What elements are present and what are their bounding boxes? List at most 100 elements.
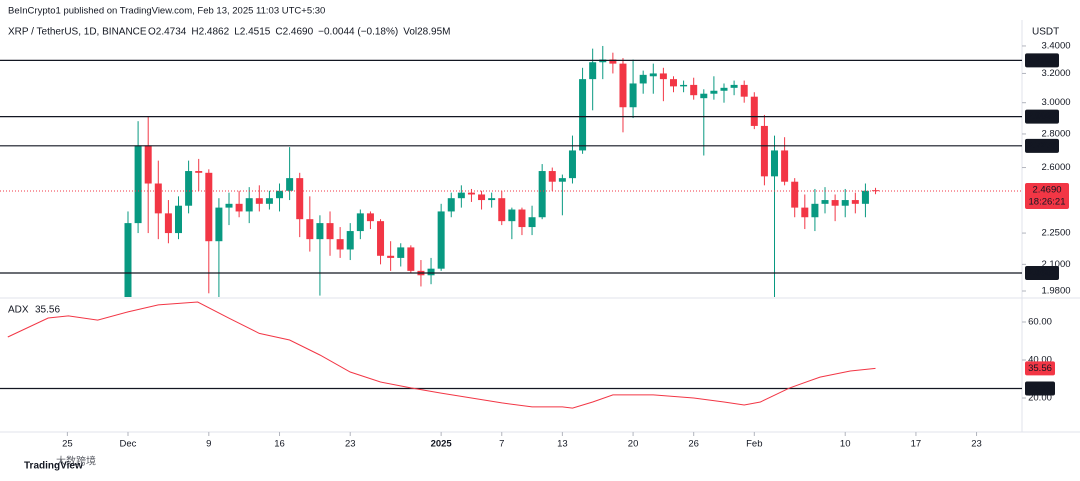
level-label-bg	[1025, 109, 1059, 124]
x-tick-label: 7	[499, 439, 504, 450]
candle-body	[609, 59, 617, 64]
x-tick-label: Dec	[120, 439, 137, 450]
level-label: 3.2933	[1027, 55, 1056, 66]
overlay-watermark: 大数跨境	[56, 455, 96, 468]
candle-body	[639, 74, 647, 84]
candle-body	[467, 192, 475, 195]
candle-body	[185, 171, 193, 206]
candle-body	[437, 211, 445, 269]
candle-body	[750, 96, 758, 126]
candles	[124, 45, 880, 297]
x-tick-label: 13	[557, 439, 568, 450]
adx-line	[7, 301, 876, 409]
y-tick-label: 2.8000	[1041, 128, 1070, 139]
candle-body	[831, 200, 839, 206]
candle-body	[407, 247, 415, 271]
candle-body	[568, 150, 576, 179]
last-price-bg	[1025, 182, 1069, 209]
candle-body	[821, 200, 829, 204]
candle-body	[174, 205, 182, 234]
candle-body	[235, 203, 243, 212]
adx-name: ADX	[8, 305, 29, 316]
candle-body	[265, 198, 273, 204]
candle-body	[306, 219, 314, 240]
y-tick-label: 3.0000	[1041, 97, 1070, 108]
candle-body	[659, 73, 667, 80]
x-tick-label: 9	[206, 439, 211, 450]
candle-body	[508, 209, 516, 222]
adx-level-label: 25.00	[1028, 383, 1052, 394]
candle-body	[690, 84, 698, 96]
y-tick-label: 2.2500	[1041, 228, 1070, 239]
candle-body	[488, 198, 496, 201]
candle-body	[336, 239, 344, 250]
candle-body	[427, 268, 435, 276]
adx-tick-label: 40.00	[1028, 355, 1052, 366]
candle-body	[710, 90, 718, 94]
candle-body	[387, 255, 395, 258]
level-label-bg	[1025, 53, 1059, 68]
candle-body	[316, 223, 324, 240]
candle-body	[377, 221, 385, 256]
watermark: TradingView	[24, 461, 83, 472]
candle-body	[346, 231, 354, 250]
x-tick-label: 2025	[431, 439, 453, 450]
candle-body	[579, 79, 587, 151]
candle-body	[296, 178, 304, 220]
candle-body	[548, 171, 556, 182]
x-tick-label: 17	[911, 439, 922, 450]
candle-body	[528, 217, 536, 228]
adx-value: 35.56	[35, 305, 60, 316]
y-tick-label: 3.4000	[1041, 40, 1070, 51]
x-tick-label: 20	[628, 439, 639, 450]
countdown: 18:26:21	[1029, 196, 1066, 207]
level-label: 2.9092	[1027, 111, 1056, 122]
candle-body	[498, 198, 506, 222]
candle-body	[801, 207, 809, 218]
ohlc-label: −0.0044 (−0.18%)	[318, 27, 398, 38]
candle-body	[811, 203, 819, 218]
candle-body	[589, 62, 597, 80]
candle-body	[195, 171, 203, 173]
candle-body	[356, 213, 364, 232]
ohlc-label: L2.4515	[234, 27, 271, 38]
adx-level-bg	[1025, 381, 1055, 396]
adx-value-bg	[1025, 361, 1055, 376]
candle-body	[164, 213, 172, 234]
candle-body	[215, 207, 223, 242]
candle-body	[851, 200, 859, 204]
candle-body	[760, 125, 768, 177]
candle-body	[205, 172, 213, 242]
candle-body	[124, 223, 132, 297]
candle-body	[255, 198, 263, 204]
last-price-label: 2.4690	[1032, 184, 1061, 195]
level-label: 2.0602	[1027, 268, 1056, 279]
candle-body	[781, 150, 789, 182]
candle-body	[245, 198, 253, 212]
candle-body	[619, 63, 627, 108]
candle-body	[518, 209, 526, 228]
x-tick-label: 23	[971, 439, 982, 450]
candle-body	[872, 190, 880, 192]
x-tick-label: 23	[345, 439, 356, 450]
level-label-bg	[1025, 266, 1059, 281]
candle-body	[225, 203, 233, 208]
candle-body	[276, 190, 284, 199]
candle-body	[154, 183, 162, 214]
candle-body	[649, 73, 657, 77]
candle-body	[144, 145, 152, 184]
candle-body	[771, 150, 779, 177]
candle-body	[700, 93, 708, 99]
ohlc-label: O2.4734	[148, 27, 187, 38]
adx-tick-label: 20.00	[1028, 393, 1052, 404]
candle-body	[740, 84, 748, 97]
candle-body	[134, 145, 142, 224]
candle-body	[629, 83, 637, 108]
candle-body	[286, 178, 294, 191]
candle-body	[457, 192, 465, 199]
adx-value-label: 35.56	[1028, 363, 1052, 374]
candle-body	[538, 171, 546, 218]
candle-body	[680, 84, 688, 87]
